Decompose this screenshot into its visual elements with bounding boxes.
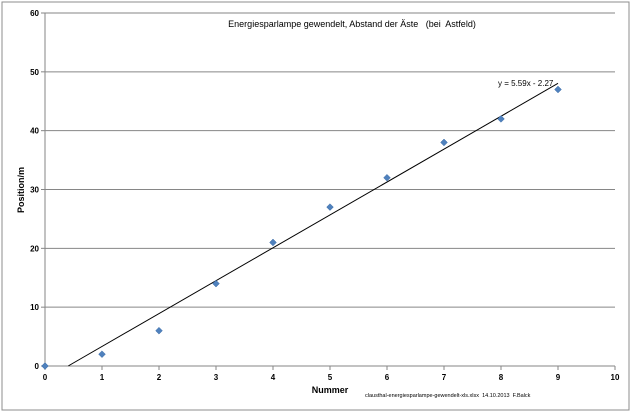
- data-point-7: [440, 138, 448, 147]
- tick-labels: 0 10 20 30 40 50 60 0 1 2 3 4 5 6 7 8 9 10: [30, 9, 620, 382]
- data-point-8: [497, 115, 505, 123]
- data-point-5: [326, 203, 334, 211]
- y-tick-label-60: 60: [30, 9, 39, 18]
- x-tick-label-9: 9: [556, 373, 561, 382]
- x-tick-label-3: 3: [214, 373, 219, 382]
- y-tick-label-50: 50: [30, 68, 39, 77]
- gridlines: [45, 12, 615, 308]
- x-tick-label-4: 4: [271, 373, 276, 382]
- y-tick-label-0: 0: [35, 362, 40, 371]
- data-point-3: [212, 279, 220, 288]
- x-tick-label-10: 10: [611, 373, 620, 382]
- x-tick-label-6: 6: [385, 373, 390, 382]
- y-axis-label: Position/m: [16, 167, 26, 213]
- trendline: [68, 82, 559, 367]
- x-axis-label: Nummer: [312, 385, 349, 395]
- x-tick-label-2: 2: [157, 373, 162, 382]
- trendline-equation: y = 5.59x - 2.27: [498, 79, 554, 88]
- y-tick-label-40: 40: [30, 127, 39, 136]
- data-point-1: [98, 350, 106, 358]
- data-points: [41, 85, 562, 370]
- data-point-9: [554, 85, 562, 94]
- x-tick-label-0: 0: [43, 373, 48, 382]
- x-tick-label-5: 5: [328, 373, 333, 382]
- x-tick-label-7: 7: [442, 373, 447, 382]
- x-tick-label-1: 1: [100, 373, 105, 382]
- data-point-0: [41, 362, 49, 370]
- y-tick-label-20: 20: [30, 244, 39, 253]
- data-point-6: [383, 173, 391, 182]
- x-tick-label-8: 8: [499, 373, 504, 382]
- data-point-2: [155, 326, 163, 335]
- trendline-group: [68, 82, 559, 367]
- data-point-4: [269, 238, 277, 247]
- axes: [41, 12, 616, 370]
- chart-title: Energiesparlampe gewendelt, Abstand der …: [228, 19, 476, 29]
- footer-note: clausthal-energiesparlampe-gewendelt-xls…: [365, 393, 531, 399]
- y-tick-label-10: 10: [30, 303, 39, 312]
- chart-border: [1, 1, 630, 411]
- y-tick-label-30: 30: [30, 186, 39, 195]
